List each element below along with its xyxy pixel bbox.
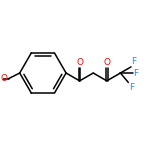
Text: O: O bbox=[1, 74, 8, 83]
Text: O: O bbox=[76, 58, 83, 67]
Text: F: F bbox=[131, 57, 137, 66]
Text: F: F bbox=[129, 83, 134, 92]
Text: F: F bbox=[133, 69, 138, 78]
Text: O: O bbox=[103, 58, 110, 67]
